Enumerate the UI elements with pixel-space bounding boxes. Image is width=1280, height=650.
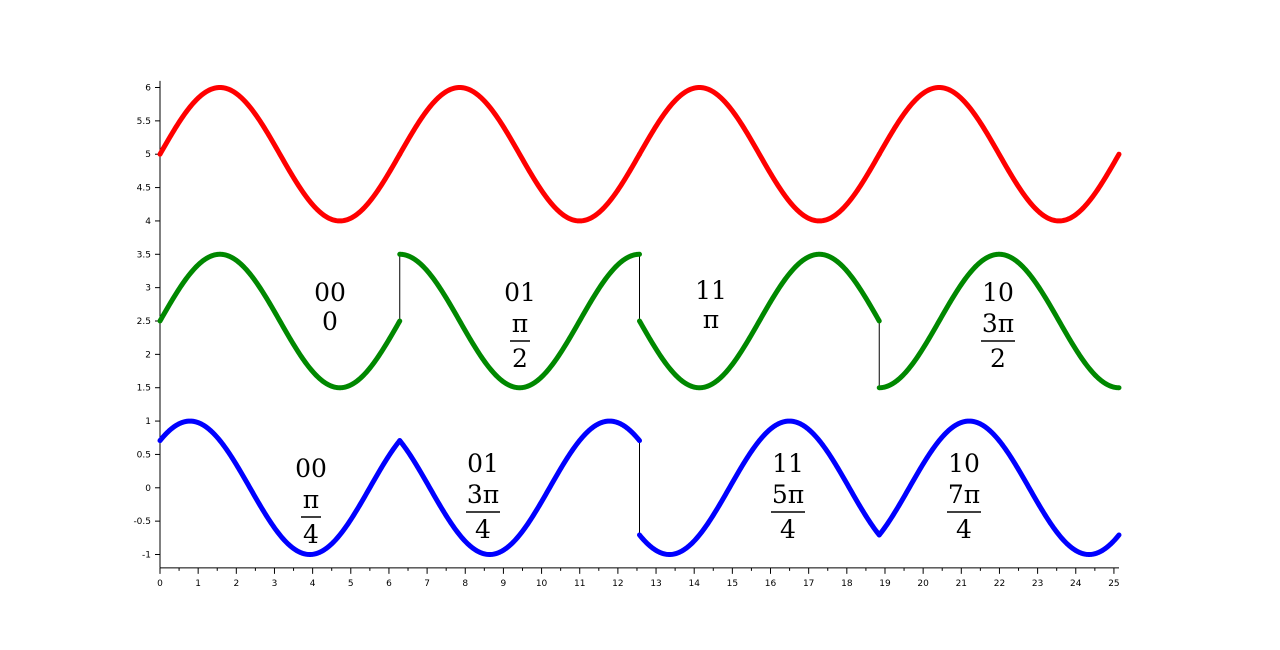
y-tick-label: 0.5 — [137, 450, 151, 460]
series-0-segment-2 — [637, 85, 882, 224]
y-tick-label: 0 — [145, 484, 151, 494]
x-tick-label: 15 — [727, 579, 738, 589]
x-tick-label: 25 — [1108, 579, 1119, 589]
y-tick-label: -1 — [142, 551, 151, 561]
phase-numerator: 3π — [467, 480, 499, 509]
y-tick-label: 1.5 — [137, 384, 151, 394]
y-tick-label: 1 — [145, 417, 151, 427]
series-1-segment-0 — [157, 251, 403, 391]
curves — [157, 85, 1122, 557]
bit-label: 10 — [948, 449, 980, 478]
phase-numerator: 3π — [982, 309, 1014, 338]
bit-label: 01 — [504, 278, 536, 307]
x-tick-label: 2 — [233, 579, 239, 589]
phase-denominator: 4 — [303, 520, 319, 549]
x-tick-label: 18 — [841, 579, 853, 589]
y-tick-label: 4.5 — [137, 184, 151, 194]
phase-denominator: 2 — [512, 344, 528, 373]
x-tick-label: 16 — [765, 579, 777, 589]
x-tick-label: 21 — [956, 579, 967, 589]
series-2-segment-1 — [397, 418, 642, 557]
phase-denominator: 2 — [990, 344, 1006, 373]
y-tick-label: 2 — [145, 350, 151, 360]
x-tick-label: 7 — [424, 579, 430, 589]
x-tick-label: 14 — [688, 579, 700, 589]
x-tick-label: 22 — [994, 579, 1005, 589]
series-0-segment-3 — [876, 85, 1122, 224]
y-tick-label: 3.5 — [137, 250, 151, 260]
phase-numerator: π — [512, 309, 528, 338]
x-tick-label: 17 — [803, 579, 814, 589]
x-tick-label: 0 — [157, 579, 163, 589]
phase-label: 0 — [322, 307, 338, 336]
series-1-segment-2 — [637, 251, 882, 391]
y-tick-label: 2.5 — [137, 317, 151, 327]
phase-denominator: 4 — [956, 515, 972, 544]
phase-numerator: 7π — [948, 480, 980, 509]
x-tick-label: 12 — [612, 579, 623, 589]
x-tick-label: 23 — [1032, 579, 1043, 589]
x-tick-label: 13 — [650, 579, 661, 589]
y-tick-label: 5.5 — [137, 117, 151, 127]
phase-denominator: 4 — [780, 515, 796, 544]
phase-label: π — [703, 305, 719, 334]
y-tick-label: -0.5 — [133, 517, 151, 527]
x-tick-label: 1 — [195, 579, 201, 589]
x-tick-label: 6 — [386, 579, 392, 589]
series-0-segment-1 — [397, 85, 642, 224]
series-1-segment-3 — [876, 251, 1122, 391]
bit-label: 11 — [772, 449, 804, 478]
series-0-segment-0 — [157, 85, 403, 224]
series-2-segment-3 — [876, 418, 1122, 557]
series-1-segment-1 — [397, 251, 642, 391]
phase-numerator: π — [303, 485, 319, 514]
phase-numerator: 5π — [772, 480, 804, 509]
bit-label: 00 — [314, 278, 346, 307]
x-tick-label: 11 — [574, 579, 585, 589]
x-tick-label: 8 — [462, 579, 468, 589]
x-tick-label: 20 — [917, 579, 929, 589]
x-tick-label: 24 — [1070, 579, 1082, 589]
bit-label: 11 — [695, 276, 727, 305]
bit-label: 01 — [467, 449, 499, 478]
bit-label: 00 — [295, 454, 327, 483]
series-2-segment-2 — [637, 418, 882, 557]
y-tick-label: 6 — [145, 84, 151, 94]
phase-denominator: 4 — [475, 515, 491, 544]
x-tick-label: 5 — [348, 579, 354, 589]
x-tick-label: 19 — [879, 579, 891, 589]
y-tick-label: 3 — [145, 284, 151, 294]
bit-label: 10 — [982, 278, 1014, 307]
y-tick-label: 4 — [145, 217, 151, 227]
series-2-segment-0 — [157, 418, 403, 557]
x-tick-label: 3 — [272, 579, 278, 589]
y-tick-label: 5 — [145, 150, 151, 160]
x-tick-label: 4 — [310, 579, 316, 589]
axes: 0 1 2 3 4 5 6 7 8 9 10 11 12 13 14 15 16 17 18 19 20 21 22 23 24… — [133, 80, 1120, 589]
x-tick-label: 9 — [501, 579, 507, 589]
x-tick-label: 10 — [536, 579, 548, 589]
